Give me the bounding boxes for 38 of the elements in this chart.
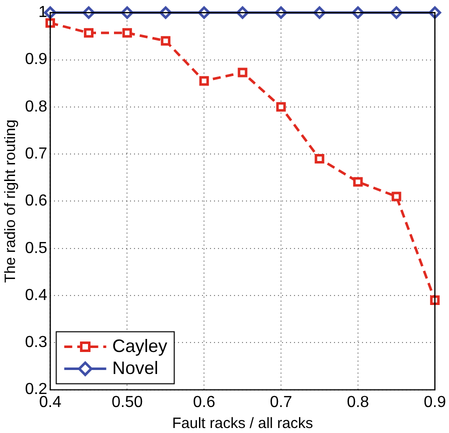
y-tick-label: 0.3: [24, 334, 48, 352]
legend-label: Novel: [112, 358, 158, 378]
point: [276, 102, 286, 112]
point: [430, 295, 440, 305]
point: [82, 6, 95, 19]
point: [392, 192, 402, 202]
point: [313, 6, 326, 19]
y-tick-label: 0.9: [24, 51, 48, 68]
point: [352, 6, 364, 19]
legend-label: Cayley: [112, 336, 168, 356]
point: [238, 68, 248, 78]
point: [45, 18, 56, 28]
point: [159, 6, 172, 19]
x-axis-title: Fault racks / all racks: [172, 415, 313, 432]
point: [122, 28, 132, 38]
y-tick-label: 1: [38, 4, 48, 22]
point: [314, 154, 324, 164]
y-tick-label: 0.4: [24, 286, 48, 304]
x-tick-label: 0.7: [270, 394, 292, 411]
point: [120, 6, 134, 19]
point: [274, 6, 288, 19]
point: [199, 76, 209, 86]
x-tick-label: 0.50: [112, 394, 143, 411]
y-tick-label: 0.7: [24, 145, 48, 162]
y-tick-label: 0.8: [24, 98, 48, 116]
point: [84, 28, 94, 38]
point: [353, 177, 363, 187]
y-tick-label: 0.6: [24, 192, 48, 210]
point: [160, 36, 170, 46]
point: [428, 6, 442, 19]
point: [198, 6, 210, 19]
y-axis-title: The radio of right routing: [2, 119, 20, 283]
point: [236, 6, 249, 19]
x-tick-label: 0.6: [192, 394, 216, 411]
x-tick-label: 0.8: [346, 394, 370, 411]
x-tick-label: 0.9: [424, 394, 446, 411]
y-tick-label: 0.5: [24, 240, 48, 257]
point: [390, 6, 403, 19]
